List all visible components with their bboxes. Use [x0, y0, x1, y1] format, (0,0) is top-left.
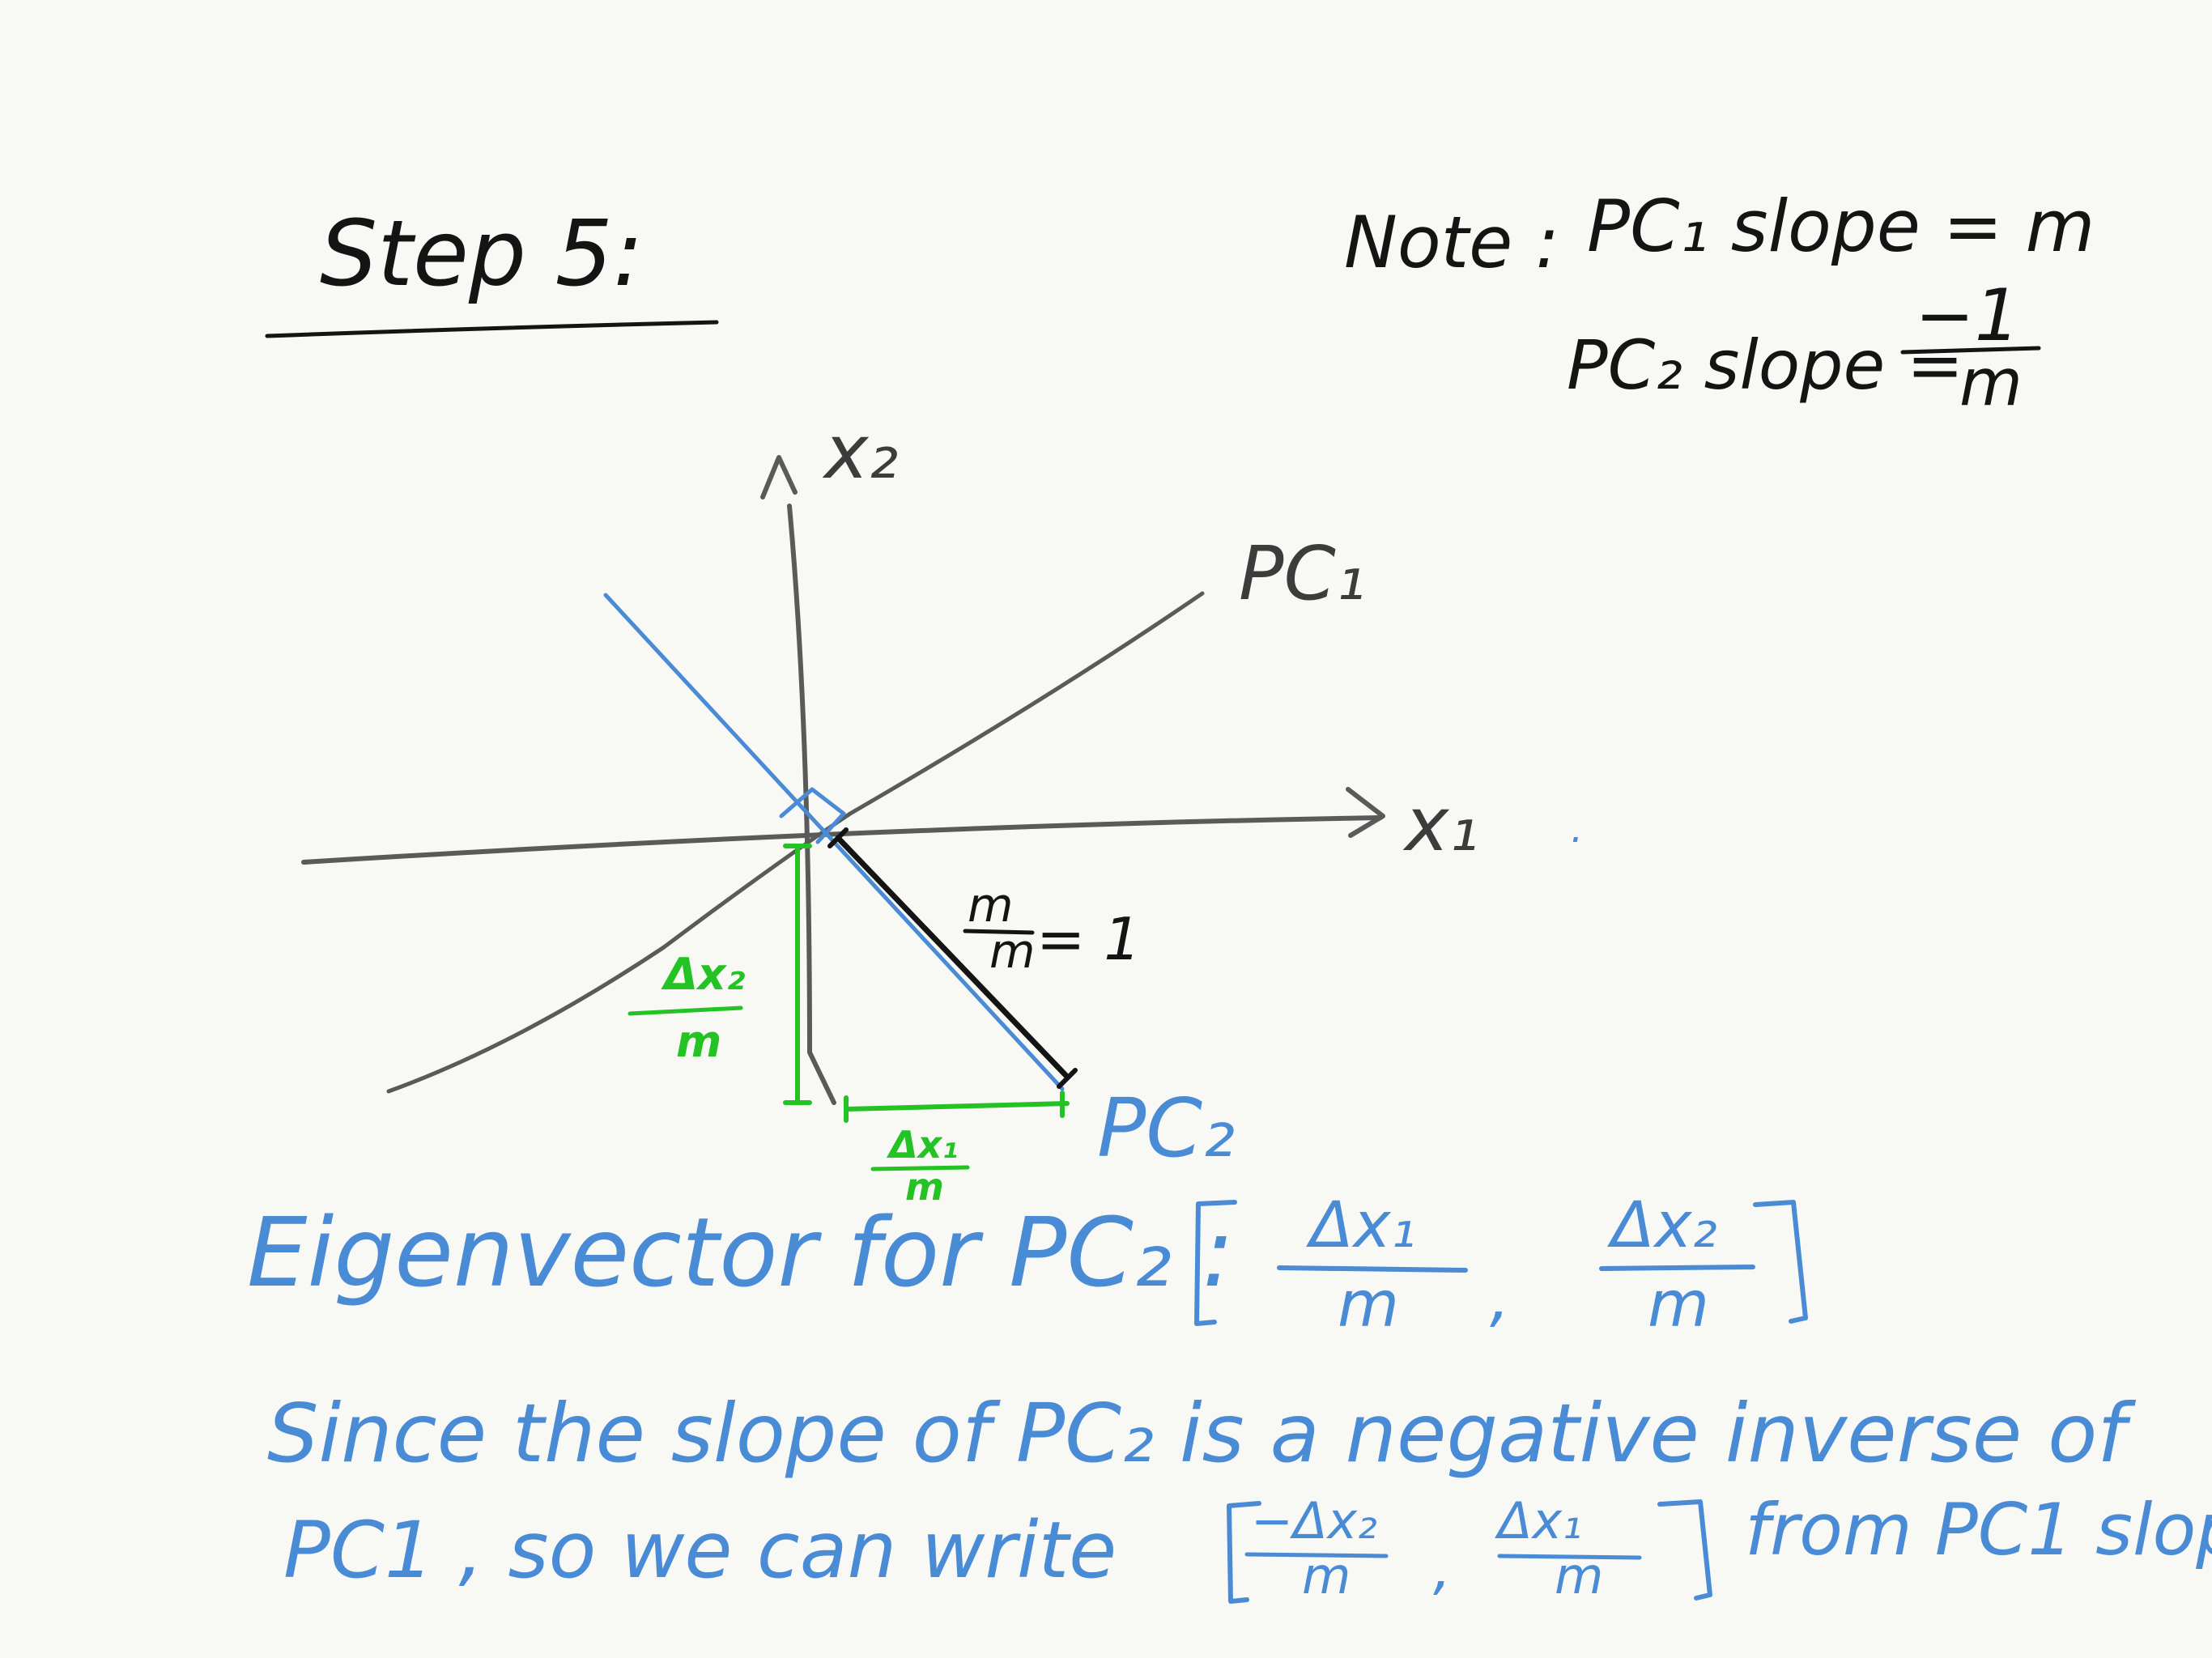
ratio-fraction-bar	[963, 929, 1035, 935]
x1-axis-arrowhead	[1346, 787, 1385, 838]
rewrite-right-bracket	[1657, 1499, 1712, 1601]
rewrite-first-numerator: −Δx₂	[1251, 1491, 1377, 1550]
explanation-line-2a: PC1 , so we can write	[283, 1505, 1117, 1596]
dx2-numerator: Δx₂	[661, 949, 746, 1000]
rewrite-left-bracket	[1227, 1501, 1261, 1604]
ratio-equals-one: = 1	[1036, 905, 1141, 973]
x1-axis-label: x₁	[1402, 781, 1478, 868]
pc2-slope-denominator: m	[1959, 345, 2023, 420]
rewrite-second-denominator: m	[1555, 1546, 1603, 1605]
eigenvector-x2-denominator: m	[1648, 1269, 1709, 1341]
eigenvector-left-bracket	[1194, 1200, 1237, 1326]
pc1-line	[386, 591, 1205, 1094]
dx1-denominator: m	[905, 1165, 944, 1209]
rewrite-first-fraction-bar	[1244, 1552, 1389, 1558]
eigenvector-x1-fraction-bar	[1277, 1265, 1468, 1273]
title-underline	[265, 320, 719, 338]
eigenvector-x2-numerator: Δx₂	[1607, 1189, 1717, 1262]
eigenvector-x1-denominator: m	[1338, 1269, 1399, 1341]
pc2-slope-fraction-bar	[1900, 346, 2041, 355]
x1-axis	[301, 815, 1383, 865]
rewrite-second-fraction-bar	[1497, 1554, 1642, 1560]
x2-axis	[787, 504, 836, 1105]
unit-segment-end-tick	[1057, 1068, 1078, 1089]
pc1-label: PC₁	[1239, 530, 1366, 617]
eigenvector-label: Eigenvector for PC₂ :	[247, 1197, 1234, 1308]
note-label: Note :	[1344, 201, 1559, 284]
rewrite-first-denominator: m	[1302, 1546, 1351, 1605]
pc1-slope-note: PC₁ slope = m	[1587, 185, 2095, 268]
pc2-slope-numerator: −1	[1915, 274, 2020, 357]
dx2-component-ticks	[783, 844, 812, 1105]
right-angle-marker	[779, 787, 846, 844]
dx1-component-line	[844, 1101, 1070, 1112]
ratio-numerator: m	[968, 878, 1014, 933]
rewrite-comma: ,	[1433, 1536, 1451, 1602]
dx2-fraction-bar	[627, 1005, 743, 1016]
dx1-component-ticks	[844, 1090, 1065, 1123]
dx2-denominator: m	[676, 1016, 721, 1067]
stray-dot: .	[1571, 806, 1583, 852]
step-title: Step 5:	[320, 202, 644, 307]
unit-length-segment	[835, 835, 1070, 1080]
eigenvector-right-bracket	[1753, 1200, 1808, 1324]
unit-segment-start-tick	[827, 827, 849, 848]
eigenvector-x2-fraction-bar	[1599, 1265, 1755, 1271]
explanation-line-2b: from PC1 slope.	[1745, 1488, 2212, 1571]
rewrite-second-numerator: Δx₁	[1495, 1491, 1582, 1550]
ratio-denominator: m	[989, 924, 1036, 979]
x2-axis-arrowhead	[760, 455, 798, 500]
eigenvector-comma: ,	[1490, 1262, 1510, 1335]
eigenvector-x1-numerator: Δx₁	[1306, 1189, 1416, 1262]
explanation-line-1: Since the slope of PC₂ is a negative inv…	[267, 1386, 2136, 1481]
pc2-label: PC₂	[1097, 1081, 1235, 1175]
pc2-slope-note: PC₂ slope =	[1567, 325, 1963, 405]
dx1-numerator: Δx₁	[886, 1123, 958, 1167]
x2-axis-label: x₂	[822, 409, 898, 495]
dx1-fraction-bar	[870, 1165, 970, 1171]
